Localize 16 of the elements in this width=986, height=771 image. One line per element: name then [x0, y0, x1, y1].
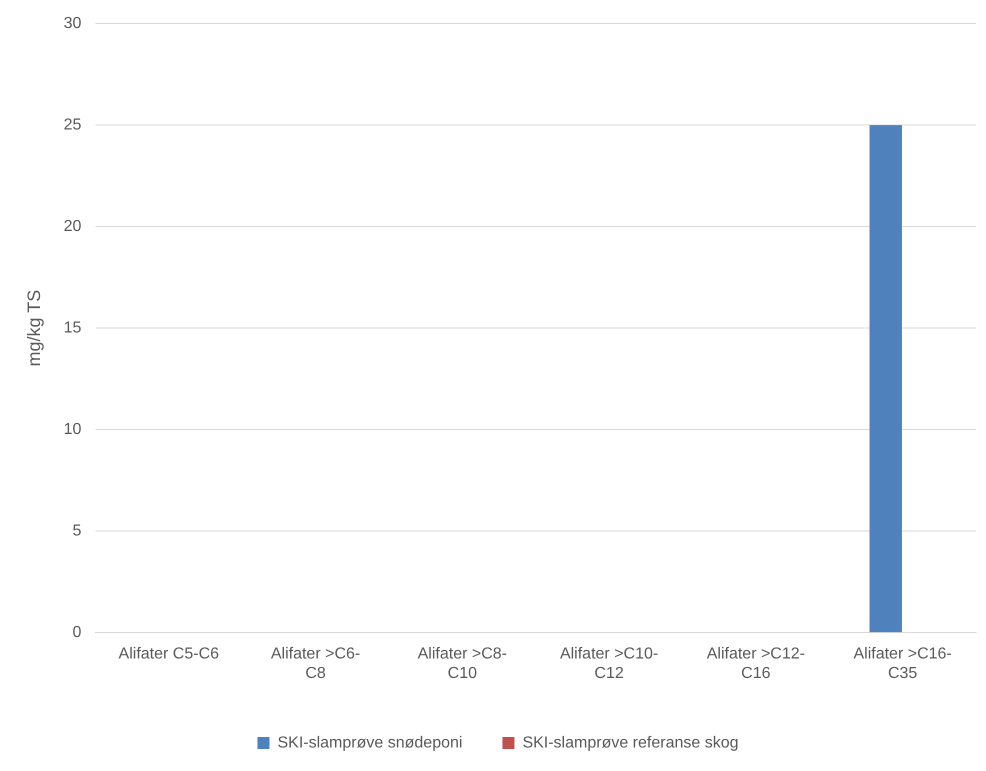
- y-axis-title: mg/kg TS: [24, 290, 44, 366]
- y-tick-label: 0: [72, 624, 82, 642]
- legend-label: SKI-slamprøve referanse skog: [522, 734, 739, 752]
- legend-label: SKI-slamprøve snødeponi: [277, 734, 462, 752]
- y-tick-label: 10: [64, 421, 82, 438]
- y-tick-label: 15: [64, 320, 82, 337]
- y-tick-label: 30: [64, 15, 82, 32]
- x-tick-label: Alifater >C8-C10: [418, 646, 507, 682]
- x-tick-label: Alifater >C6-C8: [270, 646, 360, 682]
- y-tick-label: 25: [64, 116, 82, 134]
- y-tick-label: 5: [72, 522, 82, 540]
- x-tick-label: Alifater >C12-C16: [706, 646, 805, 682]
- x-tick-label: Alifater >C16-C35: [853, 646, 952, 682]
- x-tick-label: Alifater >C10-C12: [560, 646, 658, 682]
- y-tick-label: 20: [64, 218, 82, 236]
- x-tick-label: Alifater C5-C6: [118, 646, 220, 663]
